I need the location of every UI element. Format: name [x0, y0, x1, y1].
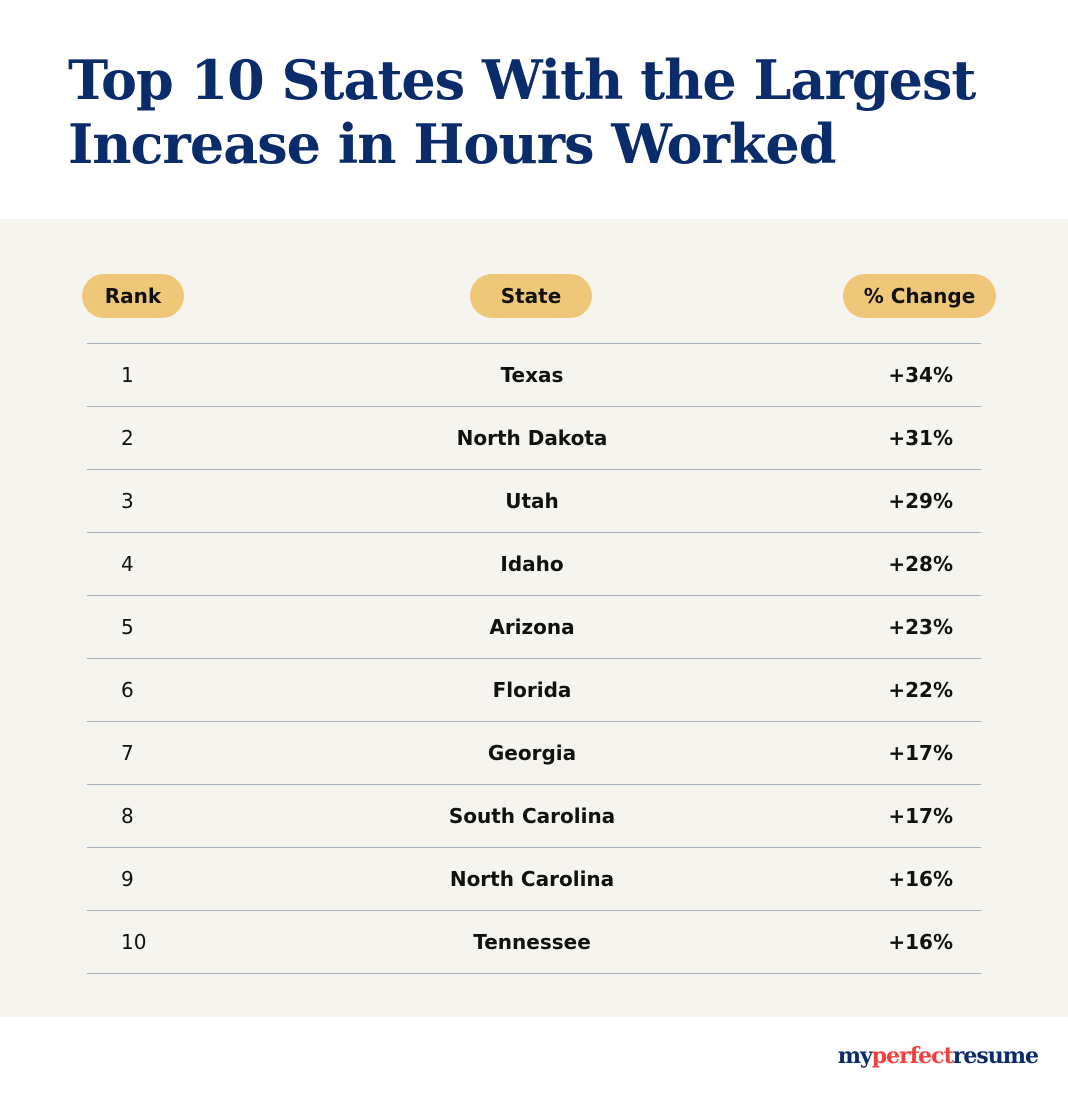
- header-rank: Rank: [82, 274, 184, 318]
- state-cell: Tennessee: [473, 930, 591, 954]
- rank-cell: 7: [121, 741, 134, 765]
- state-cell: Arizona: [489, 615, 575, 639]
- state-cell: Texas: [500, 363, 564, 387]
- change-cell: +17%: [888, 741, 953, 765]
- header-state: State: [470, 274, 592, 318]
- change-cell: +16%: [888, 867, 953, 891]
- table-row: North Carolina 9 +16%: [87, 848, 981, 911]
- logo-part-resume: resume: [952, 1043, 1039, 1069]
- rank-cell: 2: [121, 426, 134, 450]
- table-row: Arizona 5 +23%: [87, 596, 981, 659]
- table-panel: [0, 219, 1068, 1017]
- table-row: Florida 6 +22%: [87, 659, 981, 722]
- change-cell: +16%: [888, 930, 953, 954]
- change-cell: +28%: [888, 552, 953, 576]
- change-cell: +29%: [888, 489, 953, 513]
- rank-cell: 1: [121, 363, 134, 387]
- chart-title: Top 10 States With the Largest Increase …: [68, 48, 976, 176]
- state-cell: Idaho: [500, 552, 564, 576]
- rank-cell: 4: [121, 552, 134, 576]
- state-cell: North Dakota: [456, 426, 608, 450]
- table-row: Tennessee 10 +16%: [87, 911, 981, 974]
- brand-logo: myperfectresume: [837, 1043, 1039, 1069]
- logo-part-my: my: [837, 1043, 873, 1069]
- state-cell: South Carolina: [448, 804, 616, 828]
- logo-part-perfect: perfect: [871, 1043, 954, 1069]
- rank-cell: 10: [121, 930, 147, 954]
- state-cell: Georgia: [487, 741, 577, 765]
- table-row: Texas 1 +34%: [87, 344, 981, 407]
- change-cell: +34%: [888, 363, 953, 387]
- rank-cell: 5: [121, 615, 134, 639]
- change-cell: +23%: [888, 615, 953, 639]
- table-row: Utah 3 +29%: [87, 470, 981, 533]
- table-row: Georgia 7 +17%: [87, 722, 981, 785]
- rank-cell: 8: [121, 804, 134, 828]
- table-row: South Carolina 8 +17%: [87, 785, 981, 848]
- data-table: Texas 1 +34% North Dakota 2 +31% Utah 3 …: [87, 343, 981, 974]
- state-cell: Florida: [492, 678, 572, 702]
- rank-cell: 3: [121, 489, 134, 513]
- table-row: North Dakota 2 +31%: [87, 407, 981, 470]
- change-cell: +17%: [888, 804, 953, 828]
- rank-cell: 9: [121, 867, 134, 891]
- state-cell: North Carolina: [449, 867, 615, 891]
- header-change: % Change: [843, 274, 996, 318]
- rank-cell: 6: [121, 678, 134, 702]
- table-row: Idaho 4 +28%: [87, 533, 981, 596]
- change-cell: +31%: [888, 426, 953, 450]
- state-cell: Utah: [505, 489, 559, 513]
- change-cell: +22%: [888, 678, 953, 702]
